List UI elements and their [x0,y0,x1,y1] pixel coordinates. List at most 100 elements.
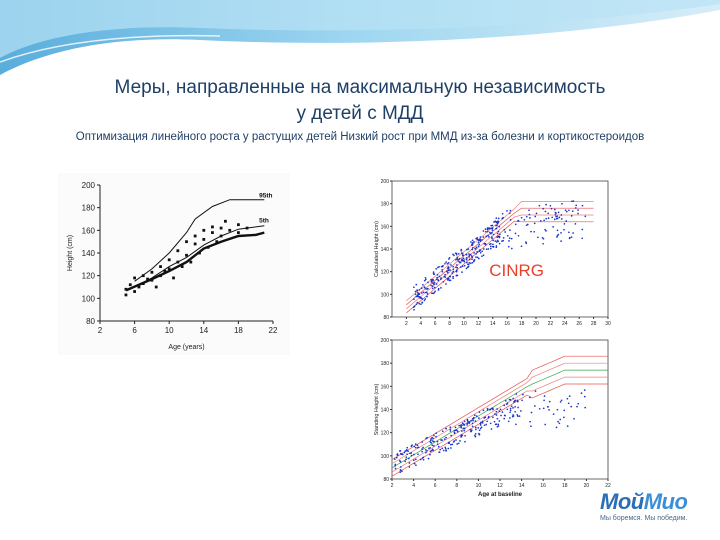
data-point [438,275,441,278]
data-point [451,443,454,446]
data-point [405,456,408,459]
data-point [555,215,557,218]
data-point [496,232,499,235]
data-point [444,446,447,449]
data-point [422,291,425,294]
data-point [405,458,407,461]
data-point [478,417,480,419]
data-point [479,238,482,241]
data-point [501,212,504,215]
data-point [472,419,474,422]
data-point [413,462,416,465]
data-point [560,399,563,402]
data-point [456,430,459,433]
data-point [437,266,439,269]
data-point [463,429,466,432]
data-point [437,287,440,290]
data-point [573,417,575,420]
data-point [406,453,408,456]
data-point [501,411,504,413]
data-point [429,453,431,456]
data-point [581,237,584,240]
data-point [498,242,501,245]
data-point [202,238,206,241]
y-tick-label: 100 [381,292,390,298]
data-point [463,260,466,263]
data-point [420,287,423,290]
data-point [432,449,435,452]
x-tick-label: 12 [497,483,503,489]
data-point [407,457,410,460]
data-point [414,290,417,293]
data-point [457,442,460,445]
data-point [460,248,463,251]
data-point [458,257,461,260]
data-point [558,216,561,219]
y-tick-label: 160 [82,226,96,235]
data-point [478,433,481,436]
data-point [439,448,442,451]
data-point [461,422,464,424]
data-point [560,214,563,216]
data-point [404,450,407,452]
data-point [488,236,490,238]
data-point [237,231,240,234]
x-tick-label: 20 [584,483,590,489]
data-point [574,207,577,209]
data-point [444,447,447,450]
chart-title-cinrg: CINRG [489,261,544,280]
data-point [441,447,444,450]
data-point [394,467,397,470]
data-point [483,243,486,245]
x-tick-label: 4 [412,483,415,489]
data-point [443,438,446,440]
data-point [417,446,420,449]
data-point [482,230,485,232]
data-point [461,259,464,262]
data-point [572,200,575,202]
data-point [471,242,474,244]
data-point [150,278,154,282]
y-tick-label: 140 [381,408,390,414]
data-point [441,269,444,271]
x-tick-label: 20 [533,321,539,327]
data-point [455,439,457,441]
data-point [478,257,480,260]
data-point [435,283,438,285]
data-point [566,425,569,427]
data-point [525,242,528,245]
data-point [448,258,450,260]
data-point [425,451,427,454]
data-point [481,239,483,241]
x-tick-label: 14 [519,483,525,489]
data-point [556,217,559,220]
data-point [575,204,578,207]
data-point [484,416,487,418]
data-point [452,275,454,278]
data-point [545,230,547,232]
data-point [459,440,461,442]
data-point [469,262,472,265]
standing-height-chart: 80 100 120 140 160 180 200 2 4 6 8 10 12 14 16 18 20 22 St… [368,335,612,497]
data-point [421,448,423,450]
data-point [492,408,494,411]
y-tick-label: 160 [381,384,390,390]
data-point [507,420,510,423]
data-point [504,400,507,402]
data-point [561,202,563,205]
data-point [506,210,508,212]
data-point [418,302,421,305]
data-point [404,460,407,463]
data-point [446,267,449,269]
data-point [539,219,542,222]
data-point [497,423,500,426]
data-point [468,256,470,258]
data-point [463,259,465,261]
centile-line [391,376,608,473]
data-point [452,270,455,273]
data-point [535,212,538,215]
data-point [453,429,456,432]
data-point [428,447,430,450]
data-point [509,219,512,221]
data-point [469,430,472,433]
